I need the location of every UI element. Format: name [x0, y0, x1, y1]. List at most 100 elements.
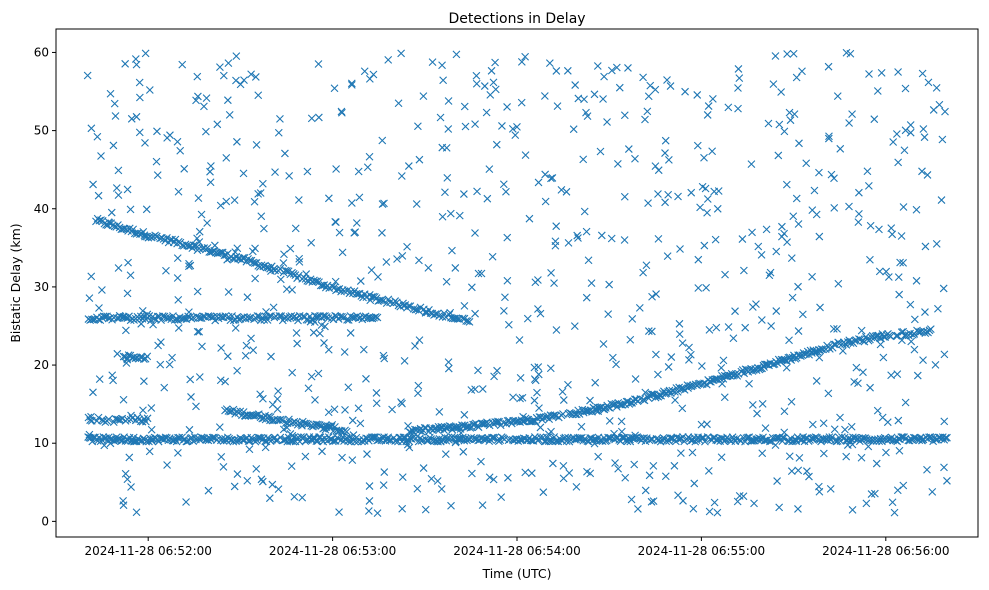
data-point [867, 490, 876, 498]
data-point [698, 434, 707, 443]
data-point [830, 174, 838, 183]
data-point [257, 212, 266, 221]
data-point [664, 363, 673, 371]
data-point [94, 191, 103, 200]
data-point [346, 329, 355, 337]
data-point [215, 248, 224, 257]
data-point [769, 80, 778, 89]
data-point [276, 275, 285, 284]
data-point [224, 59, 233, 68]
data-point [651, 162, 660, 170]
data-point [252, 140, 261, 149]
data-point [599, 95, 607, 103]
data-point [125, 453, 134, 462]
data-point [104, 218, 113, 226]
data-point [702, 283, 711, 292]
data-point [314, 113, 323, 122]
data-point [444, 97, 453, 105]
data-point [479, 435, 488, 444]
data-point [471, 309, 479, 318]
data-point [173, 254, 182, 263]
data-point [926, 325, 935, 334]
data-point [902, 331, 910, 339]
data-point [899, 259, 908, 267]
data-point [233, 244, 242, 253]
data-point [477, 269, 486, 278]
data-point [790, 110, 799, 119]
data-point [894, 158, 903, 167]
x-tick-label: 2024-11-28 06:54:00 [453, 544, 580, 558]
data-point [232, 52, 241, 61]
data-point [223, 352, 232, 361]
data-point [808, 420, 817, 429]
data-point [590, 439, 599, 448]
data-point [735, 74, 744, 83]
data-point [452, 50, 461, 59]
data-point [285, 172, 294, 180]
data-point [918, 69, 927, 78]
data-point [826, 484, 835, 493]
data-point [352, 219, 361, 227]
data-point [397, 172, 406, 180]
data-point [132, 112, 141, 121]
data-point [857, 326, 866, 335]
data-point [648, 292, 656, 301]
data-point [114, 191, 123, 199]
data-point [864, 181, 873, 190]
data-point [224, 407, 233, 415]
data-point [503, 103, 511, 111]
data-point [293, 339, 302, 348]
data-point [398, 399, 406, 408]
data-point [842, 452, 851, 461]
data-point [924, 78, 933, 87]
y-axis: 0 10 20 30 40 50 60 [34, 45, 56, 528]
data-point [373, 313, 382, 322]
data-point [378, 200, 387, 208]
data-point [365, 497, 374, 505]
data-point [344, 316, 353, 324]
data-point [290, 492, 299, 501]
data-point [591, 378, 600, 387]
data-point [721, 270, 729, 279]
data-point [459, 190, 468, 198]
data-point [268, 480, 277, 489]
data-point [502, 187, 510, 196]
data-point [362, 374, 370, 383]
data-point [241, 351, 250, 360]
data-point [147, 404, 156, 412]
data-point [251, 274, 260, 283]
data-point [448, 246, 456, 255]
data-point [474, 366, 482, 375]
x-tick-label: 2024-11-28 06:53:00 [269, 544, 396, 558]
data-point [517, 58, 526, 66]
data-point [855, 209, 863, 218]
data-point [195, 238, 204, 246]
data-point [534, 178, 543, 187]
data-point [618, 433, 626, 442]
data-point [516, 394, 524, 403]
data-point [792, 436, 801, 444]
data-point [919, 356, 927, 365]
data-point [678, 433, 687, 441]
data-point [644, 92, 653, 101]
data-point [342, 427, 351, 436]
data-point [180, 164, 189, 173]
data-point [354, 404, 363, 413]
data-point [291, 224, 300, 233]
data-point [559, 461, 568, 470]
data-point [586, 396, 594, 405]
data-point [97, 152, 105, 160]
data-point [471, 229, 479, 237]
data-point [150, 314, 159, 323]
data-point [497, 493, 506, 501]
data-point [816, 303, 824, 312]
data-point [142, 205, 151, 214]
data-point [404, 162, 413, 170]
data-point [247, 334, 255, 343]
data-point [685, 343, 693, 352]
data-point [281, 149, 289, 158]
data-point [686, 350, 695, 359]
data-point [857, 453, 866, 462]
data-point [230, 196, 239, 205]
data-point [824, 134, 833, 143]
